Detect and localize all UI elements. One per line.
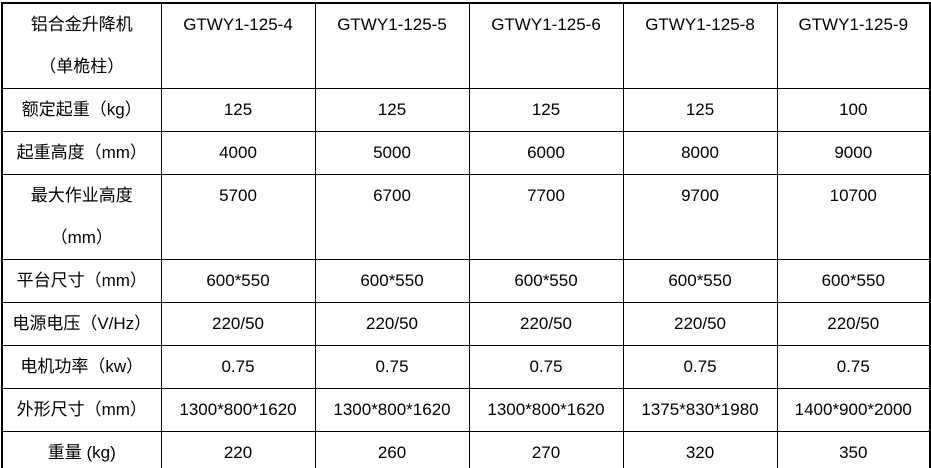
row-label-cell: 外形尺寸（mm）	[1, 388, 162, 432]
row-label-cell: 重量 (kg)	[1, 431, 162, 468]
row-label-line1: 最大作业高度	[30, 186, 133, 205]
value-cell: 220/50	[160, 302, 316, 346]
value-cell: 600*550	[468, 259, 624, 303]
header-row: 铝合金升降机 （单桅柱） GTWY1-125-4 GTWY1-125-5 GTW…	[1, 2, 931, 89]
row-label-cell: 电机功率（kw）	[1, 345, 162, 389]
model-cell: GTWY1-125-8	[622, 2, 778, 89]
value-cell: 4000	[160, 131, 316, 175]
value-cell: 9700	[622, 174, 778, 260]
row-label-cell: 起重高度（mm）	[1, 131, 162, 175]
value-cell: 600*550	[314, 259, 470, 303]
row-label-cell: 平台尺寸（mm）	[1, 259, 162, 303]
value-cell: 125	[314, 88, 470, 132]
product-name-cell: 铝合金升降机 （单桅柱）	[1, 2, 162, 89]
model-cell: GTWY1-125-9	[776, 2, 931, 89]
value-cell: 350	[776, 431, 931, 468]
spec-row-lift-height: 起重高度（mm） 4000 5000 6000 8000 9000	[1, 131, 931, 175]
value-cell: 220/50	[314, 302, 470, 346]
value-cell: 9000	[776, 131, 931, 175]
value-cell: 5000	[314, 131, 470, 175]
value-cell: 6000	[468, 131, 624, 175]
row-label-cell: 最大作业高度 （mm）	[1, 174, 162, 260]
value-cell: 0.75	[622, 345, 778, 389]
value-cell: 0.75	[160, 345, 316, 389]
value-cell: 600*550	[160, 259, 316, 303]
value-cell: 0.75	[776, 345, 931, 389]
value-cell: 8000	[622, 131, 778, 175]
value-cell: 320	[622, 431, 778, 468]
product-name-line1: 铝合金升降机	[30, 15, 133, 34]
model-cell: GTWY1-125-4	[160, 2, 316, 89]
spec-row-platform-size: 平台尺寸（mm） 600*550 600*550 600*550 600*550…	[1, 259, 931, 303]
value-cell: 600*550	[622, 259, 778, 303]
value-cell: 260	[314, 431, 470, 468]
value-cell: 1300*800*1620	[468, 388, 624, 432]
value-cell: 6700	[314, 174, 470, 260]
value-cell: 7700	[468, 174, 624, 260]
value-cell: 1375*830*1980	[622, 388, 778, 432]
spec-row-weight: 重量 (kg) 220 260 270 320 350	[1, 431, 931, 468]
model-cell: GTWY1-125-6	[468, 2, 624, 89]
value-cell: 270	[468, 431, 624, 468]
row-label-cell: 额定起重（kg）	[1, 88, 162, 132]
value-cell: 220	[160, 431, 316, 468]
spec-row-motor-power: 电机功率（kw） 0.75 0.75 0.75 0.75 0.75	[1, 345, 931, 389]
value-cell: 125	[160, 88, 316, 132]
value-cell: 10700	[776, 174, 931, 260]
value-cell: 600*550	[776, 259, 931, 303]
spec-row-dimensions: 外形尺寸（mm） 1300*800*1620 1300*800*1620 130…	[1, 388, 931, 432]
value-cell: 1300*800*1620	[314, 388, 470, 432]
row-label-line2: （mm）	[50, 228, 113, 247]
value-cell: 220/50	[468, 302, 624, 346]
value-cell: 0.75	[468, 345, 624, 389]
value-cell: 220/50	[622, 302, 778, 346]
value-cell: 5700	[160, 174, 316, 260]
model-cell: GTWY1-125-5	[314, 2, 470, 89]
row-label-cell: 电源电压（V/Hz）	[1, 302, 162, 346]
spec-row-max-work-height: 最大作业高度 （mm） 5700 6700 7700 9700 10700	[1, 174, 931, 260]
product-name-line2: （单桅柱）	[39, 57, 125, 76]
value-cell: 1400*900*2000	[776, 388, 931, 432]
value-cell: 125	[622, 88, 778, 132]
value-cell: 220/50	[776, 302, 931, 346]
spec-row-voltage: 电源电压（V/Hz） 220/50 220/50 220/50 220/50 2…	[1, 302, 931, 346]
spec-row-rated-load: 额定起重（kg） 125 125 125 125 100	[1, 88, 931, 132]
value-cell: 1300*800*1620	[160, 388, 316, 432]
value-cell: 0.75	[314, 345, 470, 389]
value-cell: 100	[776, 88, 931, 132]
value-cell: 125	[468, 88, 624, 132]
